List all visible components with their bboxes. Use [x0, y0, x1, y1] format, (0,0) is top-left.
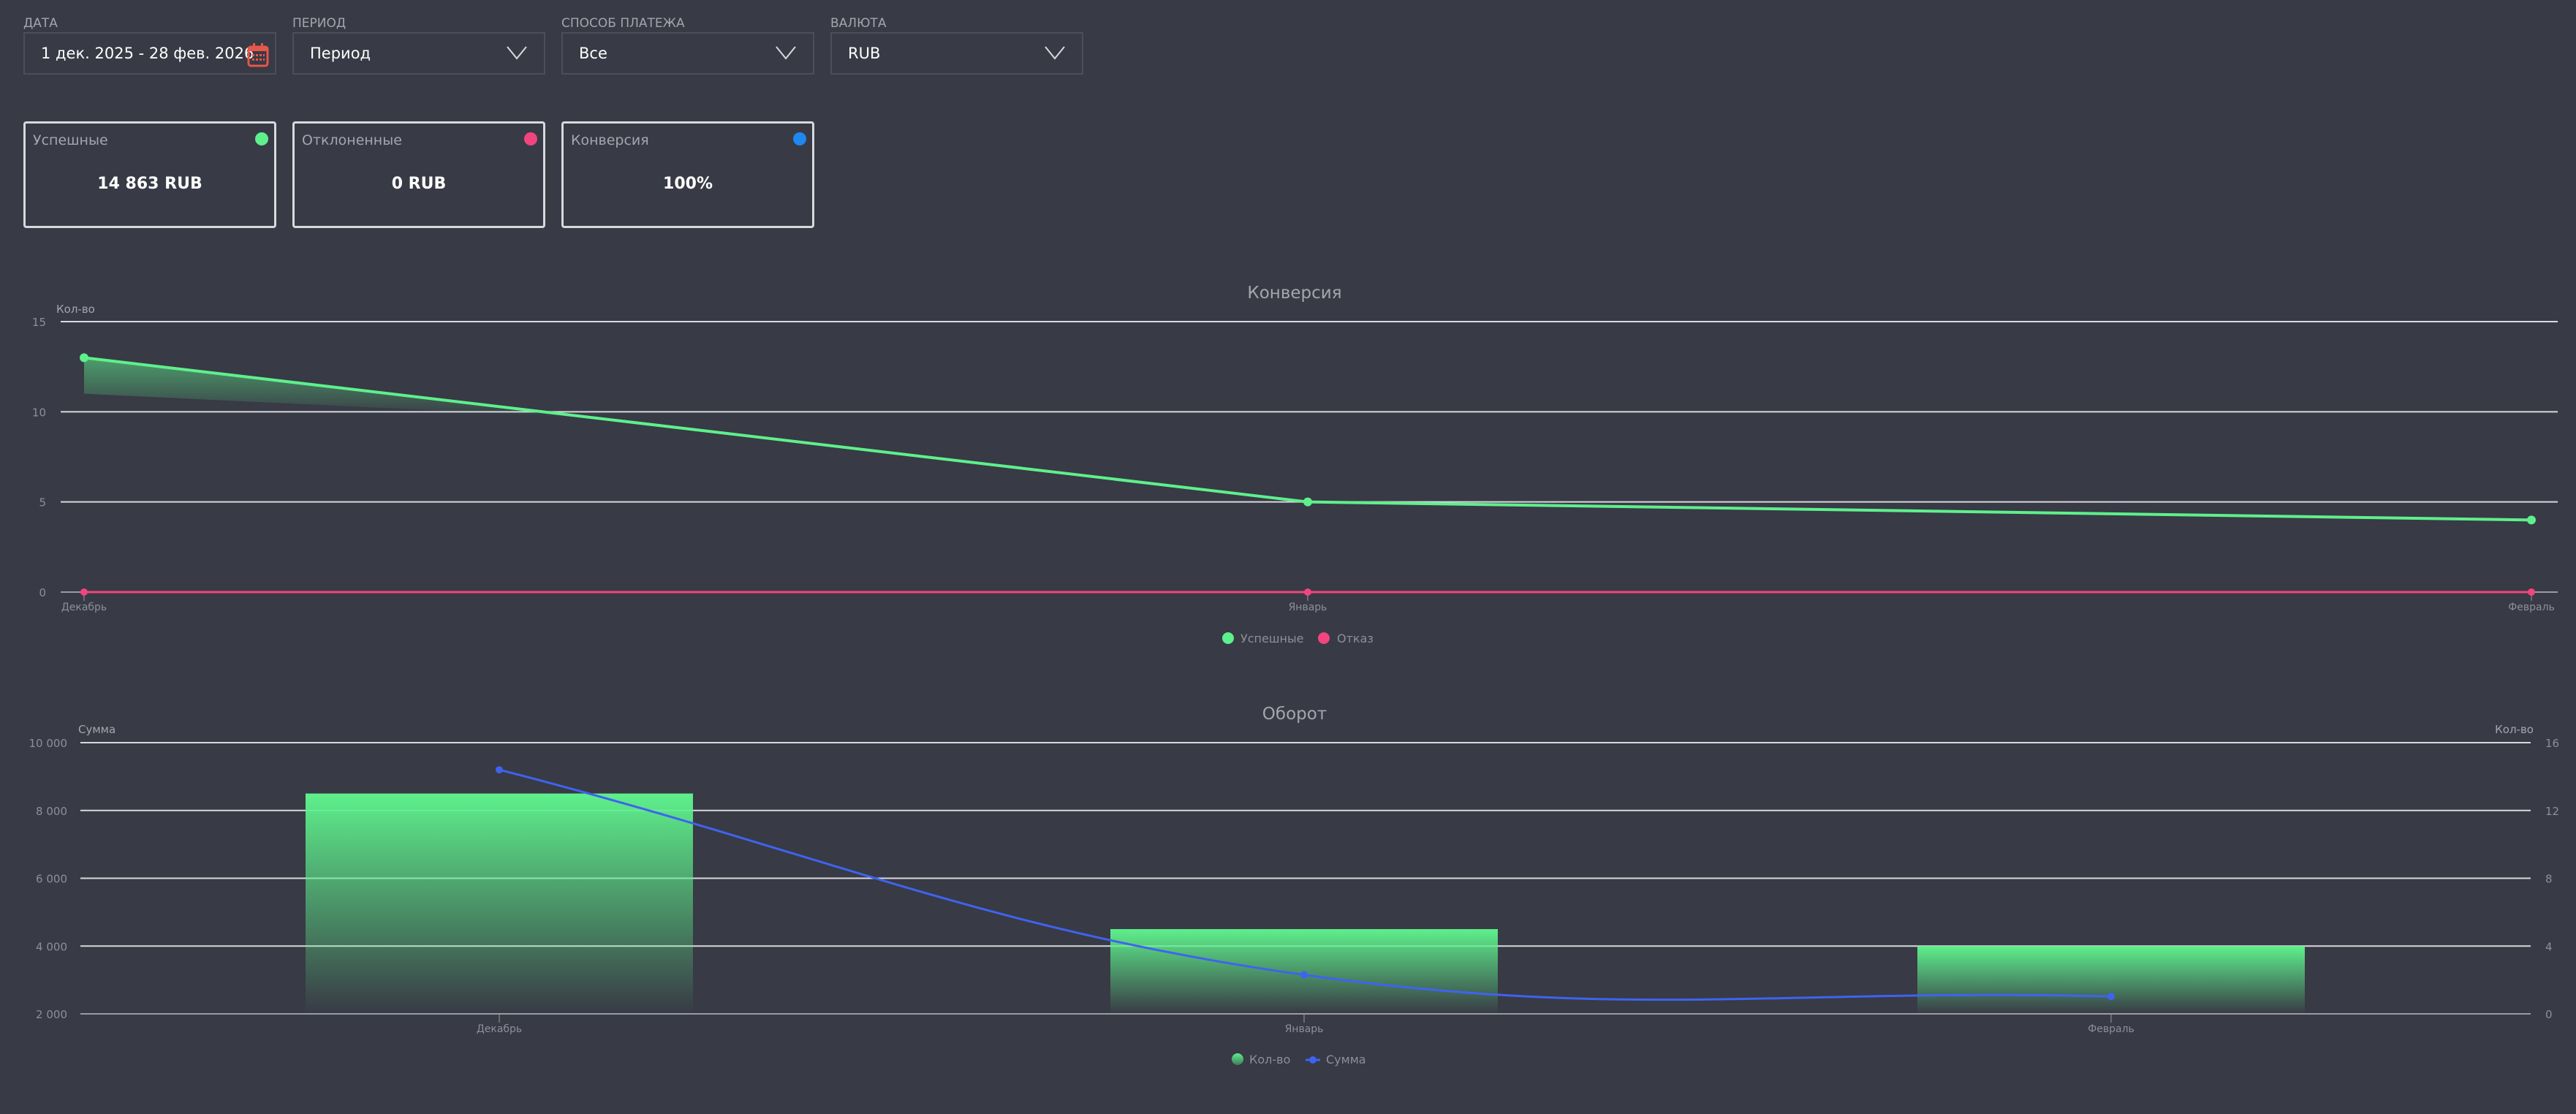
card-title: Конверсия: [571, 132, 649, 148]
chevron-down-icon: [1045, 46, 1065, 60]
period-label: ПЕРИОД: [292, 16, 346, 31]
payment-method-select[interactable]: Все: [561, 32, 814, 75]
y-tick-label: 8 000: [36, 805, 67, 818]
card-success: Успешные 14 863 RUB: [23, 121, 276, 228]
currency-value: RUB: [848, 45, 881, 62]
period-value: Период: [310, 45, 371, 62]
card-title: Отклоненные: [302, 132, 402, 148]
legend-label: Сумма: [1326, 1053, 1366, 1066]
status-dot-icon: [255, 132, 268, 145]
y-tick-label: 6 000: [36, 873, 67, 886]
y2-tick-label: 4: [2545, 940, 2553, 953]
data-point-fail: [2528, 588, 2535, 596]
legend-fail-icon: [1318, 632, 1330, 644]
date-label: ДАТА: [23, 16, 58, 31]
chart-title: Оборот: [1262, 705, 1327, 724]
y-axis-label: Кол-во: [56, 303, 95, 316]
date-value: 1 дек. 2025 - 28 фев. 2026: [41, 45, 254, 62]
status-dot-icon: [793, 132, 806, 145]
card-conversion: Конверсия 100%: [561, 121, 814, 228]
chevron-down-icon: [776, 46, 796, 60]
y2-tick-label: 0: [2545, 1008, 2553, 1021]
y-tick-label: 10: [32, 406, 46, 419]
payment-method-label: СПОСОБ ПЛАТЕЖА: [561, 16, 685, 31]
y-tick-label: 15: [32, 316, 46, 329]
x-tick-label: Февраль: [2508, 602, 2555, 613]
y2-axis-label: Кол-во: [2495, 723, 2534, 736]
legend-label: Кол-во: [1249, 1053, 1290, 1066]
y-tick-label: 10 000: [29, 737, 68, 750]
data-point-fail: [80, 588, 88, 596]
series-line-success: [83, 356, 2532, 522]
x-tick-label: Декабрь: [477, 1023, 522, 1035]
legend-sum-dot-icon: [1309, 1056, 1317, 1064]
status-dot-icon: [524, 132, 537, 145]
data-point-sum: [496, 766, 503, 774]
data-point-success: [2527, 515, 2536, 525]
y-tick-label: 2 000: [36, 1008, 67, 1021]
period-select[interactable]: Период: [292, 32, 545, 75]
bar: [306, 793, 693, 1014]
legend-success-icon: [1222, 632, 1234, 644]
y-tick-label: 0: [39, 586, 46, 599]
x-tick-label: Февраль: [2088, 1023, 2134, 1035]
y-axis-label: Сумма: [78, 723, 115, 736]
data-point-success: [80, 353, 88, 363]
card-title: Успешные: [33, 132, 108, 148]
legend-label: Успешные: [1240, 632, 1303, 645]
chevron-down-icon: [507, 46, 527, 60]
currency-label: ВАЛЮТА: [830, 16, 887, 31]
data-point-fail: [1304, 588, 1311, 596]
card-value: 100%: [663, 175, 713, 193]
card-value: 14 863 RUB: [97, 175, 202, 193]
card-value: 0 RUB: [391, 175, 447, 193]
x-tick-label: Декабрь: [61, 602, 107, 613]
data-point-sum: [2107, 993, 2115, 1001]
data-point-sum: [1300, 971, 1308, 979]
data-point-success: [1303, 497, 1312, 507]
x-tick-label: Январь: [1285, 1023, 1324, 1035]
date-range-input[interactable]: 1 дек. 2025 - 28 фев. 2026: [23, 32, 276, 75]
card-declined: Отклоненные 0 RUB: [292, 121, 545, 228]
y2-tick-label: 16: [2545, 737, 2559, 750]
payment-method-value: Все: [579, 45, 607, 62]
y2-tick-label: 12: [2545, 805, 2559, 818]
y-tick-label: 5: [39, 496, 46, 509]
y2-tick-label: 8: [2545, 873, 2553, 886]
legend-label: Отказ: [1337, 632, 1374, 645]
x-tick-label: Январь: [1289, 602, 1327, 613]
bar: [1917, 946, 2305, 1014]
chart-title: Конверсия: [1247, 284, 1341, 303]
legend-count-icon: [1232, 1053, 1243, 1065]
calendar-icon[interactable]: [247, 42, 269, 67]
currency-select[interactable]: RUB: [830, 32, 1083, 75]
y-tick-label: 4 000: [36, 940, 67, 953]
